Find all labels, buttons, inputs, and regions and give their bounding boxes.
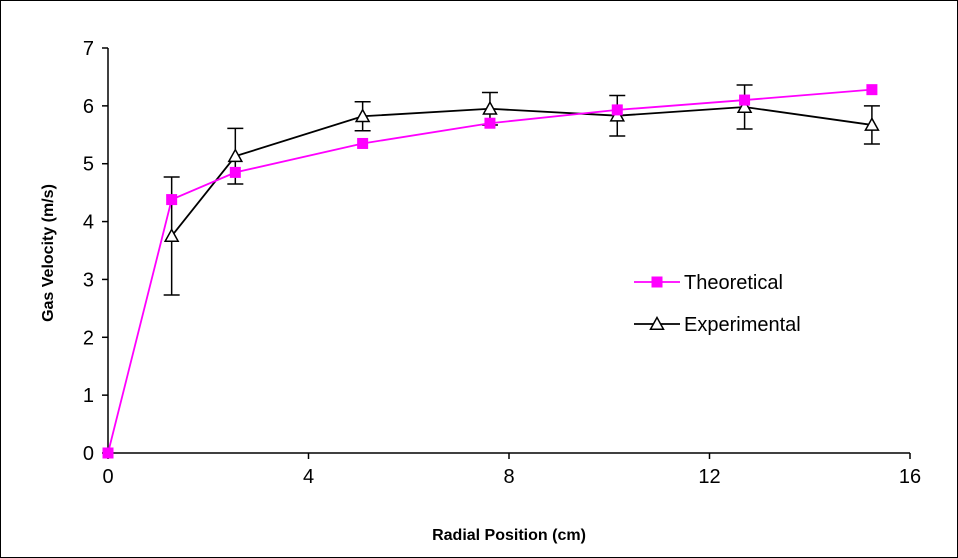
y-tick-label: 7 — [83, 38, 94, 60]
data-point-experimental — [864, 116, 880, 131]
data-point-experimental — [163, 227, 180, 242]
legend: Theoretical Experimental — [634, 272, 801, 336]
legend-marker — [651, 276, 663, 288]
x-tick-label: 8 — [503, 466, 514, 488]
x-tick-label: 16 — [899, 466, 921, 488]
y-tick-label: 1 — [83, 385, 94, 407]
legend-label: Experimental — [684, 314, 801, 336]
x-axis-title: Radial Position (cm) — [432, 527, 586, 544]
x-tick-label: 4 — [303, 466, 314, 488]
theoretical-line — [107, 88, 872, 454]
x-tick-label: 0 — [102, 466, 113, 488]
data-point-experimental — [482, 100, 498, 115]
data-point-theoretical — [357, 137, 369, 149]
x-tick-label: 12 — [698, 466, 720, 488]
y-axis-title: Gas Velocity (m/s) — [40, 184, 57, 322]
series-layer — [102, 84, 880, 459]
y-tick-label: 0 — [83, 443, 94, 465]
y-tick-label: 4 — [83, 212, 94, 234]
data-point-theoretical — [866, 84, 878, 96]
data-point-experimental — [227, 148, 244, 163]
series-theoretical — [102, 84, 878, 459]
y-tick-label: 5 — [83, 154, 94, 176]
data-point-experimental — [736, 98, 753, 113]
y-tick-label: 2 — [83, 327, 94, 349]
data-point-theoretical — [484, 117, 496, 129]
legend-label: Theoretical — [684, 272, 783, 294]
y-tick-label: 3 — [83, 269, 94, 291]
data-point-theoretical — [229, 166, 241, 178]
data-point-theoretical — [102, 447, 114, 459]
data-point-theoretical — [739, 94, 751, 106]
data-point-theoretical — [166, 194, 178, 206]
legend-marker — [649, 315, 665, 330]
data-point-experimental — [354, 108, 371, 123]
legend-item-theoretical: Theoretical — [634, 272, 783, 294]
experimental-line — [170, 106, 873, 237]
legend-item-experimental: Experimental — [634, 314, 801, 336]
y-tick-label: 6 — [83, 96, 94, 118]
data-point-theoretical — [611, 104, 623, 116]
series-experimental — [163, 84, 880, 296]
